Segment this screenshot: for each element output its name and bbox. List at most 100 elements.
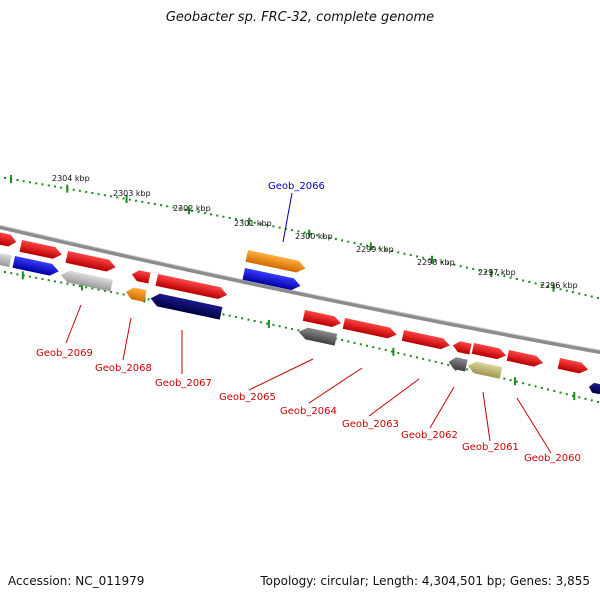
gene-arrow-red[interactable] [342, 318, 398, 340]
leader-geob-2062 [429, 386, 455, 429]
track-dot [540, 386, 543, 389]
track-dot [578, 292, 581, 295]
gene-arrow-red[interactable] [155, 274, 229, 301]
gene-arrow-khaki[interactable] [467, 360, 503, 379]
track-dot [41, 183, 44, 186]
gene-label-geob-2064[interactable]: Geob_2064 [280, 406, 337, 417]
scale-label-2304: 2304 kbp [52, 174, 90, 183]
track-dot [391, 249, 394, 252]
gene-labels: Geob_2066 Geob_2069 Geob_2068 Geob_2067 … [36, 181, 581, 464]
track-dot [465, 368, 468, 371]
leader-geob-2060 [516, 397, 552, 454]
track-dot [509, 379, 512, 382]
track-dot [597, 297, 599, 299]
gene-label-geob-2060[interactable]: Geob_2060 [524, 453, 581, 464]
track-dot [147, 201, 150, 204]
track-dot [397, 351, 400, 354]
track-dot [547, 388, 550, 391]
track-dot [372, 346, 375, 349]
track-dot [291, 327, 294, 330]
track-dot [403, 252, 406, 255]
track-dot [434, 360, 437, 363]
track-dot [97, 193, 100, 196]
gene-arrow-darkgray[interactable] [298, 326, 338, 346]
track-dot [440, 261, 443, 264]
track-dot [459, 265, 462, 268]
gene-arrow-lightgray[interactable] [0, 252, 12, 268]
track-dot [547, 285, 550, 288]
gene-arrow-red[interactable] [471, 343, 508, 361]
gene-arrow-red[interactable] [0, 232, 18, 248]
gene-arrow-red[interactable] [557, 358, 590, 375]
gene-label-geob-2069[interactable]: Geob_2069 [36, 348, 93, 359]
gene-arrow-blue[interactable] [12, 256, 60, 277]
gene-arrow-orange[interactable] [125, 286, 147, 302]
track-dot [103, 194, 106, 197]
track-dot [203, 212, 206, 215]
track-dot [153, 203, 156, 206]
scale-label-2298: 2298 kbp [417, 258, 455, 267]
track-dot [572, 394, 575, 397]
genome-summary-text: Topology: circular; Length: 4,304,501 bp… [260, 574, 590, 588]
track-dot [72, 283, 75, 286]
gene-arrow-orange[interactable] [245, 250, 307, 274]
track-dot [590, 399, 593, 402]
track-dot [534, 282, 537, 285]
gene-label-geob-2061[interactable]: Geob_2061 [462, 442, 519, 453]
gene-arrow-red[interactable] [401, 330, 451, 351]
track-dot [103, 289, 106, 292]
scale-label-2300: 2300 kbp [295, 232, 333, 241]
track-dot [259, 222, 262, 225]
track-dot [197, 211, 200, 214]
track-dot [278, 226, 281, 229]
gene-label-geob-2068[interactable]: Geob_2068 [95, 363, 152, 374]
gene-arrow-red[interactable] [302, 310, 342, 329]
track-dot [422, 357, 425, 360]
gene-arrow-lightgray[interactable] [60, 269, 113, 292]
track-dot [178, 207, 181, 210]
gene-label-geob-2065[interactable]: Geob_2065 [219, 392, 276, 403]
track-dot [272, 323, 275, 326]
leader-geob-2068 [122, 317, 132, 361]
track-dot [559, 391, 562, 394]
gene-arrow-darkgray[interactable] [448, 356, 468, 372]
gene-arrow-red[interactable] [131, 269, 151, 284]
label-leader-lines [65, 192, 552, 454]
gene-label-geob-2067[interactable]: Geob_2067 [155, 378, 212, 389]
track-dot [253, 221, 256, 224]
track-dot [116, 292, 119, 295]
track-dot [403, 353, 406, 356]
track-dot [422, 256, 425, 259]
gene-label-geob-2066[interactable]: Geob_2066 [268, 181, 325, 192]
gene-arrow-red[interactable] [19, 240, 64, 260]
track-dot [366, 344, 369, 347]
track-dot [166, 205, 169, 208]
track-dot [185, 208, 188, 211]
track-dot [160, 204, 163, 207]
track-dot [378, 247, 381, 250]
track-dot [578, 396, 581, 399]
gene-arrow-red[interactable] [506, 350, 545, 368]
leader-geob-2063 [368, 378, 420, 417]
gene-arrow-blue[interactable] [242, 268, 302, 292]
track-dot [141, 200, 144, 203]
scale-label-2297: 2297 kbp [478, 268, 516, 277]
scale-labels: 2304 kbp 2303 kbp 2302 kbp 2301 kbp 2300… [52, 174, 578, 290]
gene-label-geob-2063[interactable]: Geob_2063 [342, 419, 399, 430]
gene-arrow-red[interactable] [65, 251, 117, 273]
track-dot [266, 322, 269, 325]
gene-arrow-navy[interactable] [588, 382, 600, 395]
track-dot [10, 272, 13, 275]
scale-label-2302: 2302 kbp [173, 204, 211, 213]
track-dot [347, 340, 350, 343]
gene-label-geob-2062[interactable]: Geob_2062 [401, 430, 458, 441]
track-dot [590, 295, 593, 298]
gene-arrow-navy[interactable] [149, 292, 223, 320]
track-dot [53, 185, 56, 188]
track-dot [85, 190, 88, 193]
leader-geob-2061 [482, 391, 491, 442]
track-dot [309, 232, 312, 235]
track-dot [515, 380, 518, 383]
track-dot [35, 182, 38, 185]
gene-arrow-red[interactable] [452, 340, 472, 355]
